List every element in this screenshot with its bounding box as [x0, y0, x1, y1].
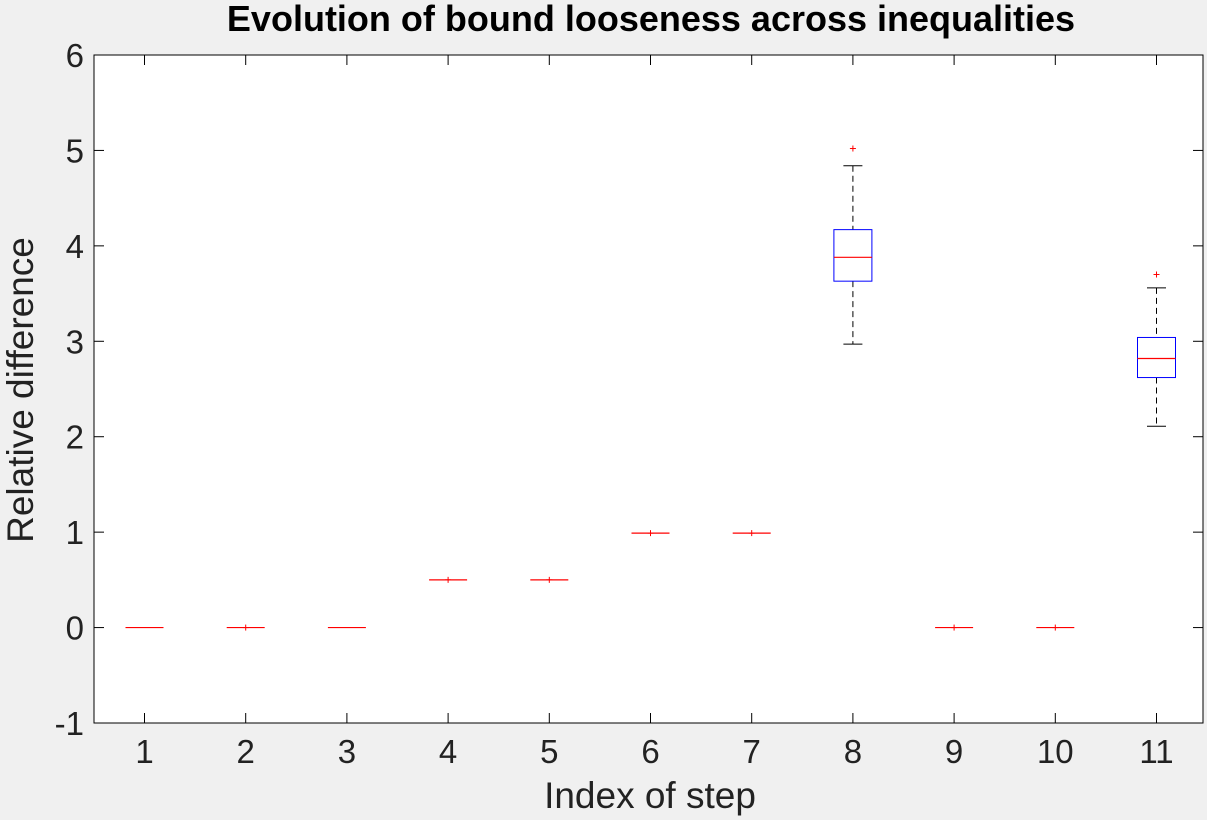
x-tick-label: 4: [439, 733, 457, 770]
box-iqr: [1137, 336, 1176, 379]
x-tick-label: 11: [1139, 733, 1173, 770]
box-iqr: [833, 229, 873, 282]
y-tick-label: 1: [66, 514, 84, 551]
boxes-layer: [125, 145, 1176, 631]
box-10: [1036, 624, 1075, 631]
x-tick-label: 3: [338, 733, 356, 770]
box-7: [732, 530, 771, 537]
y-axis: -1 0 1 2 3 4 5 6: [55, 37, 1203, 742]
box-11: [1137, 271, 1176, 427]
box-5: [530, 576, 569, 583]
box-8: [833, 145, 873, 345]
y-tick-label: 6: [66, 37, 84, 74]
y-tick-label: 5: [66, 132, 84, 169]
x-tick-label: 6: [641, 733, 659, 770]
x-axis: 1 2 3 4 5 6 7 8 9 10 11: [135, 55, 1174, 770]
x-tick-label: 8: [844, 733, 862, 770]
y-tick-label: -1: [55, 705, 84, 742]
plot-area: [93, 54, 1204, 724]
chart-title: Evolution of bound looseness across ineq…: [227, 0, 1075, 39]
box-6: [631, 530, 670, 537]
x-tick-label: 10: [1037, 733, 1074, 770]
x-tick-label: 1: [135, 733, 153, 770]
y-tick-label: 0: [66, 610, 84, 647]
box-2: [226, 624, 265, 631]
y-tick-label: 3: [66, 323, 84, 360]
x-tick-label: 5: [540, 733, 558, 770]
x-tick-label: 2: [237, 733, 255, 770]
x-tick-label: 7: [743, 733, 761, 770]
y-tick-label: 4: [66, 228, 84, 265]
box-4: [429, 576, 468, 583]
x-tick-label: 9: [945, 733, 963, 770]
y-axis-label: Relative difference: [0, 237, 41, 543]
x-axis-label: Index of step: [544, 775, 756, 816]
y-tick-label: 2: [66, 419, 84, 456]
box-9: [935, 624, 974, 631]
